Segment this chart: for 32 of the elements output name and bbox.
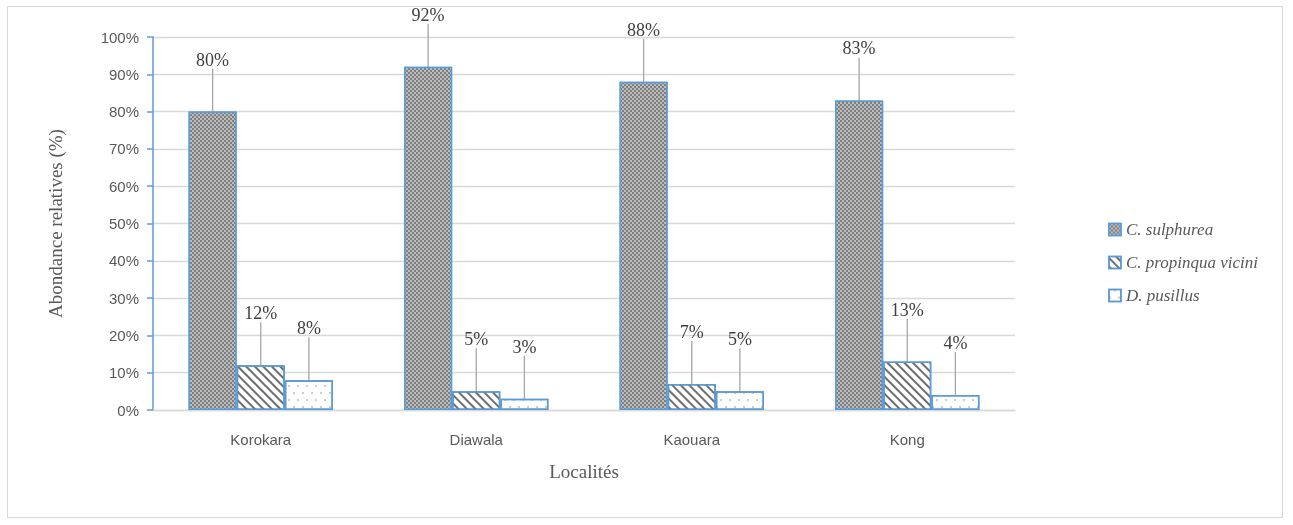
data-label: 13% xyxy=(890,299,924,320)
x-tick-label: Kaouara xyxy=(663,431,721,448)
x-tick-label: Korokara xyxy=(230,431,292,448)
data-label: 83% xyxy=(842,38,876,59)
legend-label: C. propinqua vicini xyxy=(1125,253,1259,272)
y-tick-label: 50% xyxy=(108,215,139,232)
y-axis-title: Abondance relatives (%) xyxy=(45,129,67,318)
y-tick-label: 100% xyxy=(100,28,139,46)
x-tick-label: Diawala xyxy=(449,431,504,448)
data-label: 88% xyxy=(627,19,661,40)
legend-label: C. sulphurea xyxy=(1125,220,1214,239)
y-tick-label: 20% xyxy=(108,326,139,344)
y-tick-label: 30% xyxy=(108,289,139,307)
y-tick-label: 90% xyxy=(108,65,139,83)
data-label: 5% xyxy=(464,329,489,350)
data-label: 7% xyxy=(679,321,704,342)
x-tick-label: Kong xyxy=(889,431,925,448)
legend-label: D. pusillus xyxy=(1124,286,1200,305)
y-tick-label: 60% xyxy=(108,177,139,195)
y-tick-label: 80% xyxy=(108,103,139,121)
data-label: 3% xyxy=(512,336,537,357)
data-label: 80% xyxy=(196,49,230,70)
y-tick-label: 40% xyxy=(108,252,139,270)
data-label: 8% xyxy=(296,318,321,339)
y-tick-label: 10% xyxy=(108,364,139,382)
data-label: 92% xyxy=(411,4,445,25)
data-label: 4% xyxy=(943,333,968,354)
data-label: 5% xyxy=(727,329,752,350)
y-tick-label: 70% xyxy=(108,140,139,158)
data-label: 12% xyxy=(244,303,278,324)
y-tick-label: 0% xyxy=(117,401,139,419)
x-axis-title: Localités xyxy=(549,461,619,482)
